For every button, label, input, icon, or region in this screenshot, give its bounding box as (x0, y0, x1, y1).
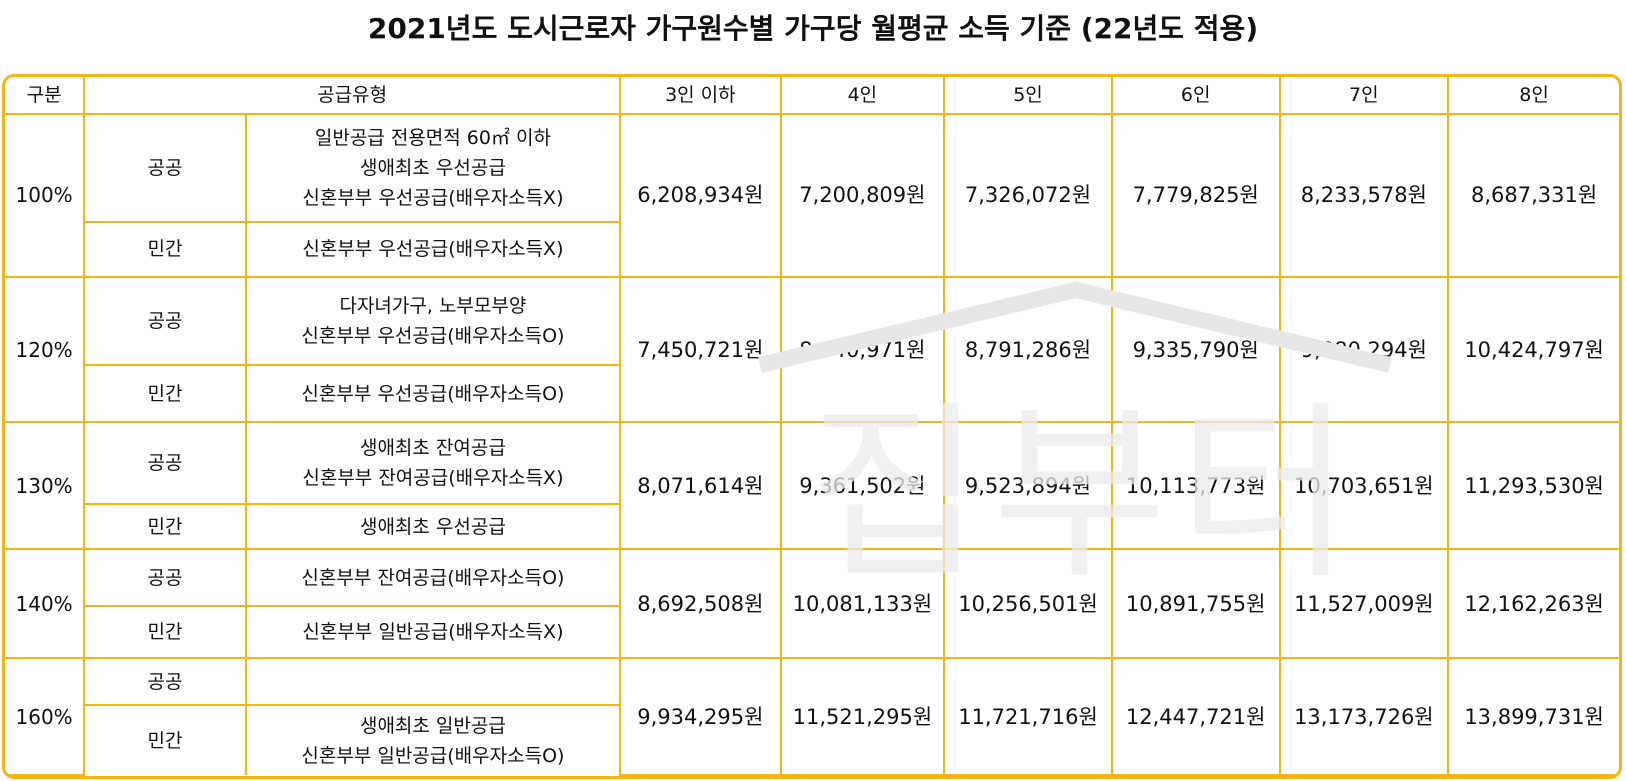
supply-type: 다자녀가구, 노부모부양 (339, 294, 527, 317)
supply-types-public-empty (244, 657, 622, 707)
sector-public: 공공 (83, 548, 247, 607)
income-table-frame: 구분 공급유형 3인 이하 4인 5인 6인 7인 8인 100% 공공 일반공… (2, 74, 1622, 779)
amount-cell: 7,779,825원 (1110, 112, 1281, 278)
amount-cell: 9,361,502원 (779, 421, 946, 551)
amount-cell: 10,081,133원 (779, 548, 946, 660)
amount-cell: 10,256,501원 (943, 548, 1113, 660)
supply-types-private: 생애최초 우선공급 (244, 503, 621, 551)
supply-type: 신혼부부 우선공급(배우자소득O) (301, 324, 565, 347)
table-row: 민간 신혼부부 일반공급(배우자소득X) (5, 604, 1619, 660)
sector-private: 민간 (84, 220, 247, 278)
supply-type: 신혼부부 우선공급(배우자소득X) (302, 186, 564, 209)
supply-types-public: 다자녀가구, 노부모부양 신혼부부 우선공급(배우자소득O) (244, 275, 622, 366)
supply-type: 신혼부부 잔여공급(배우자소득X) (302, 467, 564, 490)
supply-type: 생애최초 우선공급 (359, 156, 506, 179)
supply-type: 신혼부부 우선공급(배우자소득X) (302, 238, 564, 261)
header-supply-type: 공급유형 (83, 77, 622, 115)
amount-cell: 10,703,651원 (1278, 421, 1450, 551)
amount-cell: 11,521,295원 (779, 657, 946, 776)
header-size-4: 4인 (779, 77, 946, 115)
header-row: 구분 공급유형 3인 이하 4인 5인 6인 7인 8인 (5, 77, 1619, 115)
table-row: 130% 공공 생애최초 잔여공급 신혼부부 잔여공급(배우자소득X) 8,07… (5, 421, 1619, 551)
header-size-8: 8인 (1447, 77, 1619, 115)
income-ratio: 100% (5, 112, 86, 278)
sector-private: 민간 (84, 503, 247, 551)
amount-cell: 8,692,508원 (619, 548, 782, 660)
income-ratio: 140% (5, 548, 86, 660)
supply-type: 신혼부부 우선공급(배우자소득O) (301, 382, 565, 405)
income-table: 구분 공급유형 3인 이하 4인 5인 6인 7인 8인 100% 공공 일반공… (5, 77, 1619, 776)
supply-type: 생애최초 우선공급 (359, 515, 506, 538)
table-row: 140% 공공 신혼부부 잔여공급(배우자소득O) 8,692,508원 10,… (5, 548, 1619, 660)
supply-types-private: 생애최초 일반공급 신혼부부 일반공급(배우자소득O) (244, 704, 621, 775)
supply-type: 생애최초 일반공급 (359, 714, 506, 737)
table-row: 민간 생애최초 일반공급 신혼부부 일반공급(배우자소득O) (5, 704, 1619, 775)
amount-cell: 6,208,934원 (619, 112, 782, 278)
supply-type: 일반공급 전용면적 60㎡ 이하 (314, 126, 551, 149)
supply-types-public: 생애최초 잔여공급 신혼부부 잔여공급(배우자소득X) (244, 421, 622, 506)
supply-types-private: 신혼부부 우선공급(배우자소득O) (244, 363, 621, 424)
amount-cell: 8,233,578원 (1278, 112, 1450, 278)
amount-cell: 8,791,286원 (943, 275, 1113, 424)
supply-types-public: 일반공급 전용면적 60㎡ 이하 생애최초 우선공급 신혼부부 우선공급(배우자… (244, 112, 622, 223)
header-size-6: 6인 (1110, 77, 1281, 115)
amount-cell: 11,721,716원 (943, 657, 1113, 776)
table-row: 민간 신혼부부 우선공급(배우자소득O) (5, 363, 1619, 424)
amount-cell: 13,899,731원 (1447, 657, 1619, 776)
amount-cell: 7,326,072원 (943, 112, 1113, 278)
table-row: 100% 공공 일반공급 전용면적 60㎡ 이하 생애최초 우선공급 신혼부부 … (5, 112, 1619, 278)
supply-type: 생애최초 잔여공급 (359, 437, 506, 460)
table-row: 160% 공공 9,934,295원 11,521,295원 11,721,71… (5, 657, 1619, 776)
sector-public: 공공 (83, 421, 247, 506)
amount-cell: 11,527,009원 (1278, 548, 1450, 660)
amount-cell: 12,162,263원 (1447, 548, 1619, 660)
amount-cell: 8,071,614원 (619, 421, 782, 551)
table-row: 민간 신혼부부 우선공급(배우자소득X) (5, 220, 1619, 278)
amount-cell: 8,640,971원 (779, 275, 946, 424)
amount-cell: 13,173,726원 (1278, 657, 1450, 776)
supply-type: 신혼부부 일반공급(배우자소득O) (301, 744, 565, 767)
sector-private: 민간 (84, 363, 247, 424)
header-size-5: 5인 (943, 77, 1113, 115)
amount-cell: 11,293,530원 (1447, 421, 1619, 551)
sector-public: 공공 (83, 657, 247, 707)
income-ratio: 130% (5, 421, 86, 551)
page-title: 2021년도 도시근로자 가구원수별 가구당 월평균 소득 기준 (22년도 적… (367, 12, 1259, 45)
supply-type: 신혼부부 잔여공급(배우자소득O) (301, 566, 565, 589)
header-size-3: 3인 이하 (619, 77, 782, 115)
amount-cell: 9,934,295원 (619, 657, 782, 776)
amount-cell: 12,447,721원 (1110, 657, 1281, 776)
table-row: 120% 공공 다자녀가구, 노부모부양 신혼부부 우선공급(배우자소득O) 7… (5, 275, 1619, 424)
header-category: 구분 (5, 77, 86, 115)
amount-cell: 10,424,797원 (1447, 275, 1619, 424)
supply-types-private: 신혼부부 우선공급(배우자소득X) (244, 220, 621, 278)
sector-private: 민간 (84, 604, 247, 660)
supply-type: 신혼부부 일반공급(배우자소득X) (302, 620, 564, 643)
amount-cell: 10,113,773원 (1110, 421, 1281, 551)
amount-cell: 9,880,294원 (1278, 275, 1450, 424)
table-row: 민간 생애최초 우선공급 (5, 503, 1619, 551)
sector-private: 민간 (84, 704, 247, 775)
supply-types-private: 신혼부부 일반공급(배우자소득X) (244, 604, 621, 660)
amount-cell: 9,523,894원 (943, 421, 1113, 551)
income-ratio: 120% (5, 275, 86, 424)
amount-cell: 10,891,755원 (1110, 548, 1281, 660)
amount-cell: 7,450,721원 (619, 275, 782, 424)
header-size-7: 7인 (1278, 77, 1450, 115)
amount-cell: 9,335,790원 (1110, 275, 1281, 424)
amount-cell: 8,687,331원 (1447, 112, 1619, 278)
sector-public: 공공 (83, 112, 247, 223)
amount-cell: 7,200,809원 (779, 112, 946, 278)
sector-public: 공공 (83, 275, 247, 366)
income-ratio: 160% (5, 657, 86, 776)
supply-types-public: 신혼부부 잔여공급(배우자소득O) (244, 548, 622, 607)
